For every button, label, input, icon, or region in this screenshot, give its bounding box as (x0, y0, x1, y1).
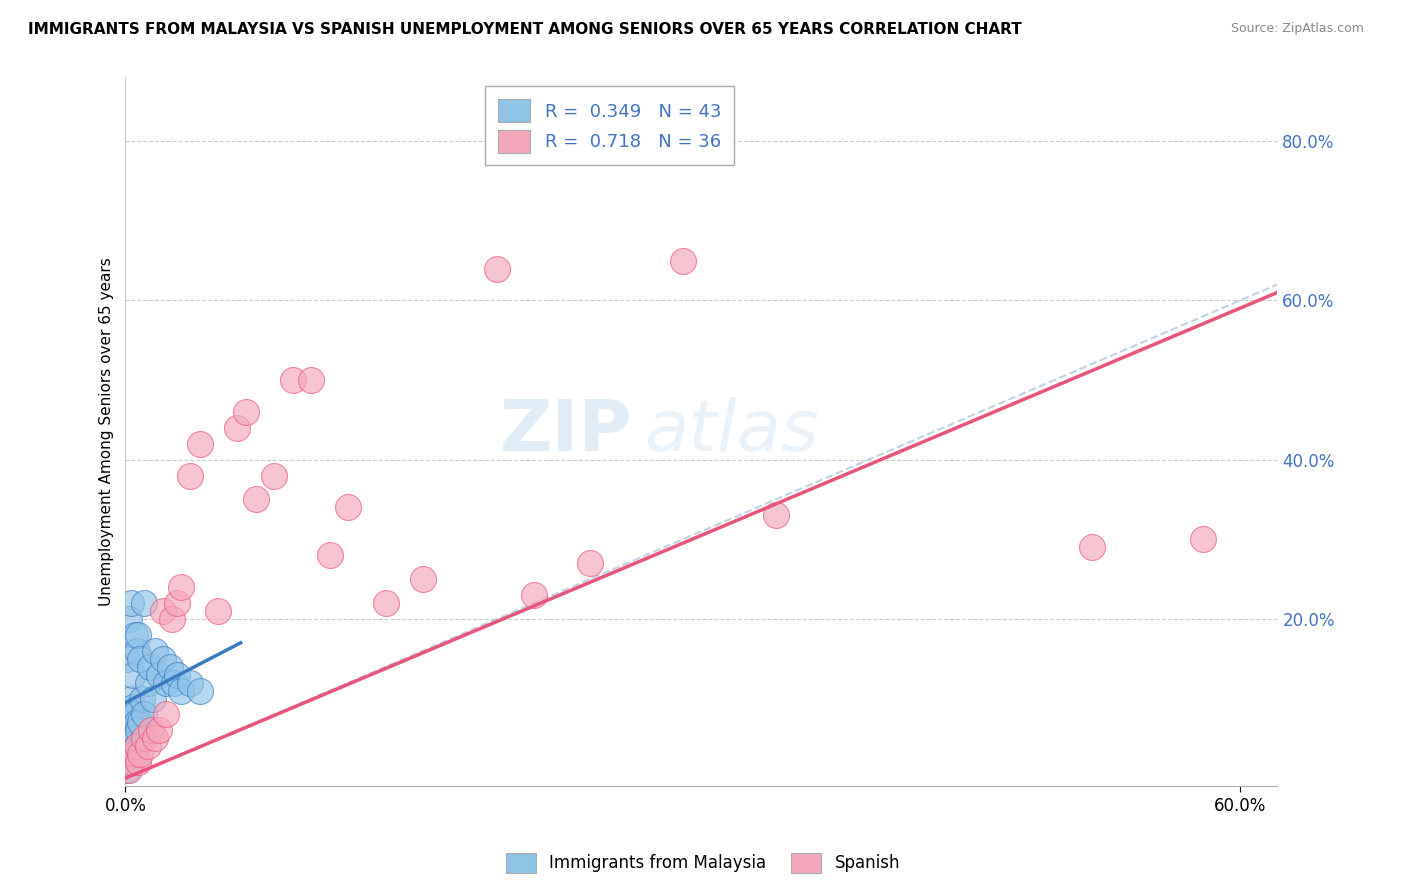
Point (523, 588, 546, 602)
Point (166, 596, 188, 610)
Point (163, 675, 186, 690)
Point (118, 739, 141, 754)
Point (155, 707, 177, 722)
Point (125, 739, 148, 754)
Point (141, 723, 163, 738)
Point (118, 612, 141, 626)
Point (117, 651, 139, 665)
Point (122, 699, 145, 714)
Point (117, 747, 139, 762)
Point (127, 628, 149, 642)
Point (120, 731, 142, 746)
Point (118, 707, 141, 722)
Point (125, 739, 148, 754)
Text: atlas: atlas (644, 397, 818, 467)
Point (120, 756, 142, 770)
Point (118, 756, 141, 770)
Point (132, 707, 155, 722)
Point (337, 500, 360, 515)
Point (170, 580, 193, 594)
Point (152, 604, 174, 618)
Point (120, 715, 142, 730)
Point (263, 468, 285, 483)
Point (226, 421, 249, 435)
Point (124, 747, 146, 762)
Point (142, 691, 165, 706)
Point (131, 691, 153, 706)
Point (245, 492, 267, 507)
Point (136, 739, 159, 754)
Text: Source: ZipAtlas.com: Source: ZipAtlas.com (1230, 22, 1364, 36)
Point (125, 715, 148, 730)
Text: IMMIGRANTS FROM MALAYSIA VS SPANISH UNEMPLOYMENT AMONG SENIORS OVER 65 YEARS COR: IMMIGRANTS FROM MALAYSIA VS SPANISH UNEM… (28, 22, 1022, 37)
Point (129, 715, 152, 730)
Point (579, 556, 602, 570)
Point (148, 723, 170, 738)
Point (299, 373, 322, 387)
Point (129, 651, 152, 665)
Point (160, 612, 183, 626)
Point (374, 596, 396, 610)
Y-axis label: Unemployment Among Seniors over 65 years: Unemployment Among Seniors over 65 years (100, 258, 114, 607)
Point (117, 756, 139, 770)
Point (138, 659, 160, 673)
Legend: R =  0.349   N = 43, R =  0.718   N = 36: R = 0.349 N = 43, R = 0.718 N = 36 (485, 87, 734, 165)
Point (136, 675, 159, 690)
Point (188, 436, 211, 450)
Text: ZIP: ZIP (501, 397, 633, 467)
Point (124, 628, 146, 642)
Point (412, 572, 434, 586)
Point (179, 468, 201, 483)
Point (486, 261, 509, 276)
Point (143, 731, 166, 746)
Point (132, 596, 155, 610)
Point (207, 604, 229, 618)
Point (122, 723, 145, 738)
Point (672, 253, 695, 268)
Point (152, 651, 174, 665)
Point (127, 756, 149, 770)
Point (124, 707, 146, 722)
Point (129, 747, 152, 762)
Point (1080, 541, 1102, 555)
Point (127, 723, 149, 738)
Point (132, 731, 155, 746)
Point (120, 596, 142, 610)
Point (155, 675, 177, 690)
Point (1192, 533, 1215, 547)
Point (118, 723, 141, 738)
Point (122, 667, 145, 681)
Point (148, 667, 170, 681)
Legend: Immigrants from Malaysia, Spanish: Immigrants from Malaysia, Spanish (499, 847, 907, 880)
Point (120, 691, 142, 706)
Point (166, 667, 188, 681)
Point (125, 644, 148, 658)
Point (143, 644, 166, 658)
Point (281, 373, 304, 387)
Point (118, 763, 141, 777)
Point (188, 683, 211, 698)
Point (159, 659, 181, 673)
Point (319, 548, 342, 562)
Point (765, 508, 787, 523)
Point (179, 675, 201, 690)
Point (170, 683, 193, 698)
Point (122, 747, 145, 762)
Point (235, 405, 257, 419)
Point (117, 763, 139, 777)
Point (124, 731, 146, 746)
